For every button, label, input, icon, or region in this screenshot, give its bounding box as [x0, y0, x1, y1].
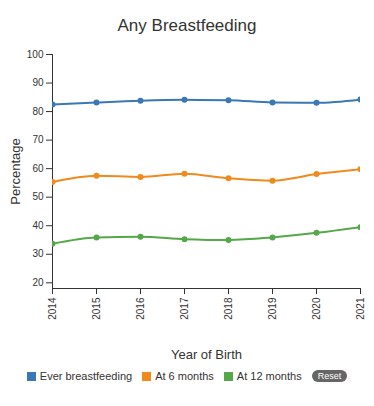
svg-text:2020: 2020 [311, 297, 322, 320]
svg-text:2016: 2016 [135, 297, 146, 320]
html-text:Reset: Reset [317, 371, 342, 381]
svg-text:20: 20 [32, 277, 44, 288]
svg-text:50: 50 [32, 191, 44, 202]
svg-text:70: 70 [32, 134, 44, 145]
svg-text:2017: 2017 [179, 297, 190, 320]
svg-text:2021: 2021 [355, 297, 366, 320]
svg-text:30: 30 [32, 248, 44, 259]
svg-text:80: 80 [32, 106, 44, 117]
svg-text:2019: 2019 [267, 297, 278, 320]
html-text:At 12 months: At 12 months [236, 370, 302, 382]
svg-text:2018: 2018 [223, 297, 234, 320]
svg-text:Percentage: Percentage [8, 138, 23, 205]
svg-text:60: 60 [32, 163, 44, 174]
svg-text:40: 40 [32, 220, 44, 231]
svg-text:2015: 2015 [91, 297, 102, 320]
html-text:Ever breastfeeding: Ever breastfeeding [39, 370, 133, 382]
svg-text:Year of Birth: Year of Birth [171, 347, 242, 362]
svg-text:100: 100 [27, 49, 44, 60]
html-text:Any Breastfeeding: Any Breastfeeding [117, 16, 257, 35]
html-text:At 6 months: At 6 months [155, 370, 214, 382]
svg-text:90: 90 [32, 77, 44, 88]
svg-text:2014: 2014 [47, 297, 58, 320]
